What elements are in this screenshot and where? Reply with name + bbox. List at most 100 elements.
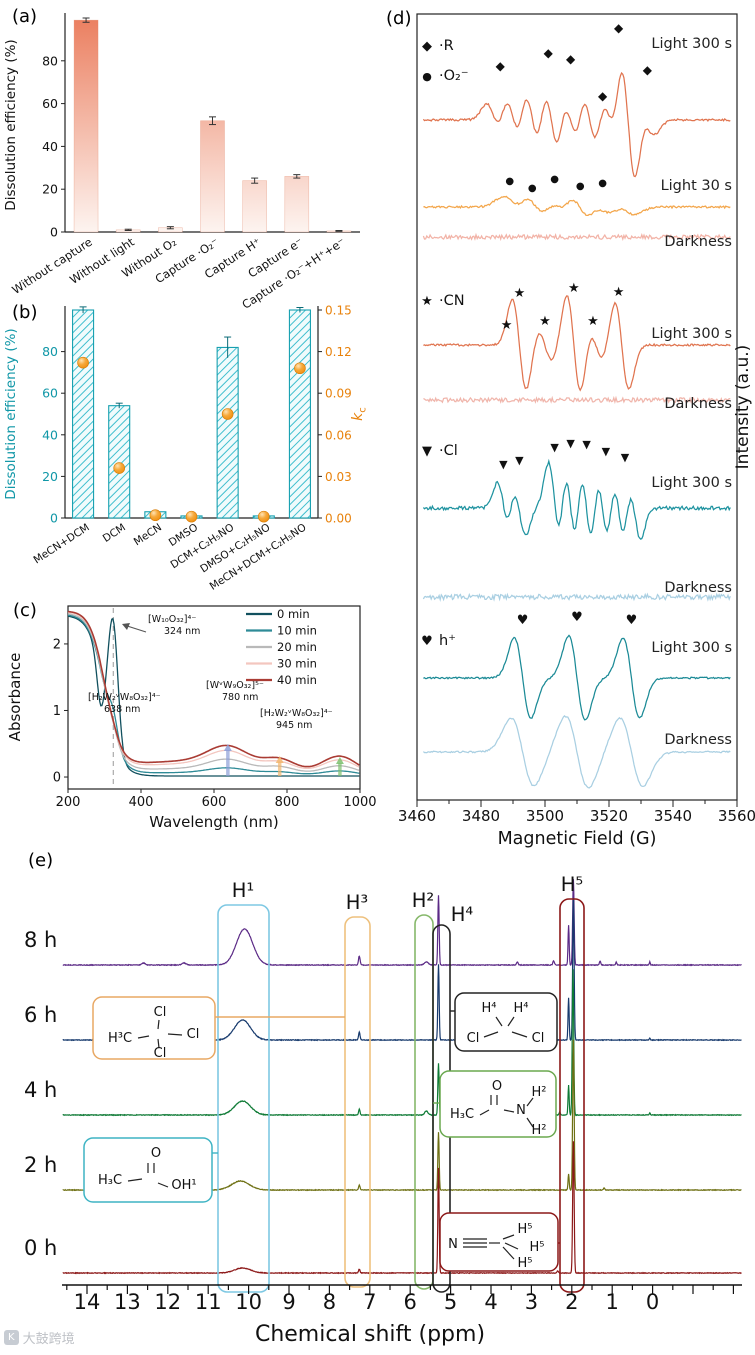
atom-label: N: [516, 1103, 526, 1118]
atom-label: H⁵: [518, 1222, 533, 1237]
x-axis-label: Chemical shift (ppm): [255, 1322, 485, 1347]
x-tick-label: 12: [154, 1290, 181, 1314]
peak-marker: ◆: [614, 21, 624, 35]
polygon: [275, 756, 284, 763]
panel-c-chart: 200 400 600 800 1000 0 1 2 Wavelength (nm) Absorb…: [6, 605, 377, 831]
atom-label: Cl: [187, 1027, 200, 1042]
y-tick-label: 2: [53, 637, 61, 652]
left-tick-label: 0: [50, 511, 58, 526]
peak-box-H²: [414, 914, 434, 1290]
right-axis-label: kc: [350, 407, 369, 421]
x-tick-label: 6: [404, 1290, 417, 1314]
panel-label-e: (e): [28, 850, 54, 871]
peak-marker: ●: [505, 176, 514, 187]
x-tick-label: 1000: [343, 795, 376, 810]
x-tick-label: 3460: [398, 807, 436, 825]
x-tick-label: 3540: [654, 807, 692, 825]
nmr-trace-8h: [62, 879, 742, 967]
molecule-inset-acetamide: [439, 1070, 557, 1138]
annotation-nm: 638 nm: [104, 704, 140, 715]
bar: [288, 309, 311, 519]
right-tick-label: 0.00: [325, 512, 352, 526]
time-label: 2 h: [24, 1153, 57, 1177]
peak-marker: ◆: [544, 46, 554, 60]
atom-label: H⁵: [518, 1256, 533, 1271]
species-label: h⁺: [439, 633, 456, 649]
atom-label: H³C: [108, 1031, 132, 1046]
right-tick-label: 0.06: [325, 428, 352, 442]
bond-line: [526, 1117, 534, 1128]
bar: [108, 405, 131, 519]
species-symbol: ◆: [422, 39, 432, 54]
epr-trace-darkness-1: [422, 232, 731, 242]
atom-label: H²: [532, 1085, 547, 1100]
polygon: [122, 623, 130, 630]
peak-marker: ♥: [571, 610, 583, 625]
x-tick-label: 10: [235, 1290, 262, 1314]
left-tick-label: 40: [42, 427, 58, 442]
peak-marker: ★: [587, 314, 599, 329]
watermark-text: 大鼓跨境: [22, 1332, 75, 1347]
trace-condition-label: Light 300 s: [651, 326, 732, 342]
species-symbol: ★: [421, 294, 433, 309]
polygon: [223, 744, 232, 751]
polygon: [335, 757, 344, 764]
atom-label: H⁴: [482, 1001, 497, 1016]
bond-line: [507, 1016, 515, 1027]
bond-line: [502, 1234, 515, 1240]
trace-condition-label: Light 300 s: [651, 475, 732, 491]
peak-box-H³: [344, 916, 371, 1288]
kc-point: [294, 362, 306, 375]
bond-line: [526, 1097, 534, 1107]
time-label: 4 h: [24, 1078, 57, 1102]
x-category-label: MeCN: [132, 521, 164, 548]
right-tick-label: 0.15: [325, 304, 352, 318]
species-symbol: ♥: [421, 634, 433, 649]
legend-label: 40 min: [277, 673, 317, 687]
bond-line: [511, 1031, 528, 1038]
epr-trace-h-light300: [423, 634, 731, 721]
x-tick-label: 600: [202, 795, 227, 810]
watermark: K 大鼓跨境: [4, 1328, 75, 1347]
panel-label-d: (d): [386, 8, 412, 29]
x-tick-label: 7: [363, 1290, 376, 1314]
atom-label: O: [151, 1146, 161, 1161]
kc-point: [77, 356, 89, 369]
trace-condition-label: Light 300 s: [651, 36, 732, 52]
annotation: [WᵛW₉O₃₂]⁵⁻: [206, 680, 264, 691]
species-label: ·Cl: [439, 443, 458, 459]
atom-label: H⁴: [514, 1001, 529, 1016]
bond-line: [479, 1109, 490, 1116]
peak-box-label: H⁵: [561, 873, 583, 896]
legend-label: 10 min: [277, 624, 317, 638]
trace-condition-label: Darkness: [664, 396, 732, 412]
annotation: [H₂W₂ᵛW₈O₃₂]⁴⁻: [260, 708, 333, 719]
trace-condition-label: Darkness: [664, 580, 732, 596]
bar: [216, 346, 239, 519]
atom-label: H₃C: [450, 1107, 474, 1122]
epr-trace-darkness-2: [423, 395, 731, 405]
panel-b-chart: 0 20 40 60 80 0.00 0.03 0.06 0.09 0.12 0.15 Dissolu…: [3, 304, 369, 593]
right-tick-label: 0.12: [325, 345, 352, 359]
panel-label-c: (c): [13, 600, 37, 621]
x-axis-label: Magnetic Field (G): [498, 829, 657, 849]
peak-marker: ▼: [550, 441, 559, 454]
bar: [73, 19, 99, 233]
panel-d-chart: 3460 3480 3500 3520 3540 3560 Magnetic Field (…: [398, 13, 755, 849]
left-axis-label: Dissolution efficiency (%): [3, 328, 19, 499]
annotation-nm: 324 nm: [164, 626, 200, 637]
x-tick-label: 8: [323, 1290, 336, 1314]
atom-label: Cl: [532, 1031, 545, 1046]
peak-box-label: H⁴: [451, 903, 474, 926]
species-symbol: ●: [422, 70, 432, 83]
time-label: 8 h: [24, 928, 57, 952]
bar: [200, 120, 225, 233]
x-tick-label: 3520: [590, 807, 628, 825]
x-tick-label: 4: [484, 1290, 497, 1314]
peak-marker: ★: [514, 286, 526, 301]
x-tick-label: 14: [74, 1290, 101, 1314]
peak-marker: ▼: [499, 458, 508, 471]
right-tick-label: 0.03: [325, 470, 352, 484]
